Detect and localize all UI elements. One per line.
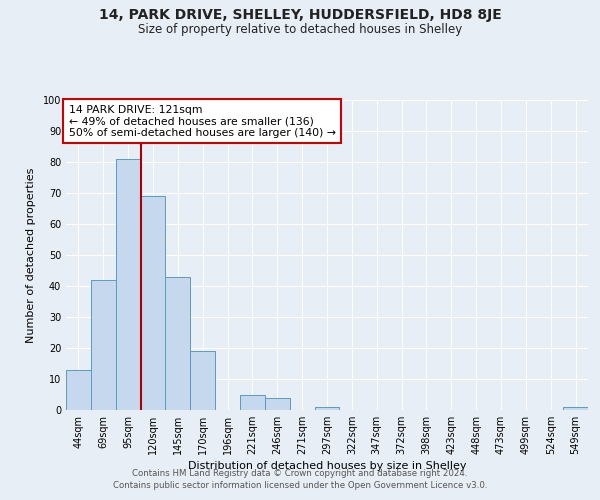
X-axis label: Distribution of detached houses by size in Shelley: Distribution of detached houses by size … <box>188 461 466 471</box>
Text: 14 PARK DRIVE: 121sqm
← 49% of detached houses are smaller (136)
50% of semi-det: 14 PARK DRIVE: 121sqm ← 49% of detached … <box>68 104 335 138</box>
Y-axis label: Number of detached properties: Number of detached properties <box>26 168 36 342</box>
Bar <box>563 407 588 410</box>
Bar <box>166 276 190 410</box>
Bar <box>91 280 116 410</box>
Bar <box>66 370 91 410</box>
Bar <box>314 407 340 410</box>
Text: 14, PARK DRIVE, SHELLEY, HUDDERSFIELD, HD8 8JE: 14, PARK DRIVE, SHELLEY, HUDDERSFIELD, H… <box>98 8 502 22</box>
Bar <box>116 159 140 410</box>
Text: Size of property relative to detached houses in Shelley: Size of property relative to detached ho… <box>138 22 462 36</box>
Bar <box>190 351 215 410</box>
Bar <box>140 196 166 410</box>
Bar <box>265 398 290 410</box>
Text: Contains HM Land Registry data © Crown copyright and database right 2024.
Contai: Contains HM Land Registry data © Crown c… <box>113 468 487 490</box>
Bar <box>240 394 265 410</box>
